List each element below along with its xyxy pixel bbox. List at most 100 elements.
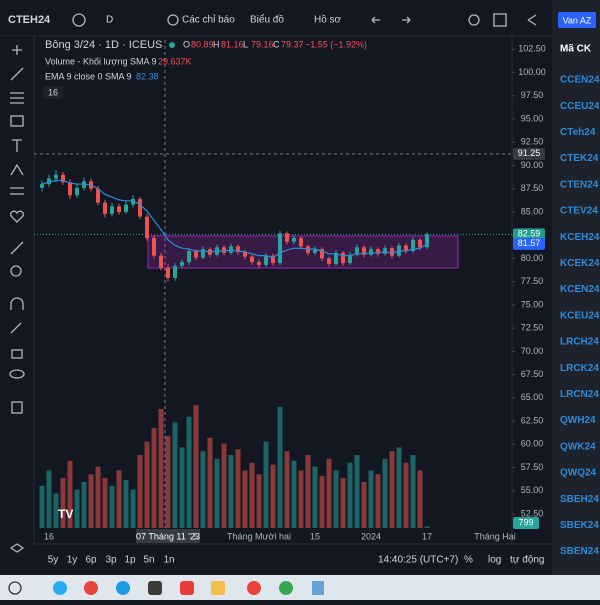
magnet[interactable] xyxy=(10,297,24,310)
volume-bar xyxy=(340,478,346,528)
watchlist-item[interactable]: QWQ24 xyxy=(560,468,597,479)
range-button[interactable]: 1n xyxy=(163,555,174,566)
watchlist-item[interactable]: CTEV24 xyxy=(560,206,598,217)
y-tick-label: 70.00 xyxy=(521,346,544,356)
text-tool[interactable] xyxy=(12,139,22,152)
edge[interactable] xyxy=(116,581,130,595)
watchlist-item[interactable]: CTEN24 xyxy=(560,179,599,190)
app[interactable] xyxy=(180,581,194,595)
redo[interactable] xyxy=(402,16,411,24)
watchlist-item[interactable]: LRCN24 xyxy=(560,389,599,400)
ohlc-value: 80.89 xyxy=(191,39,214,49)
sort-button[interactable] xyxy=(558,12,596,28)
watchlist-item[interactable]: LRCK24 xyxy=(560,363,599,374)
price-label-bg xyxy=(513,228,545,241)
watchlist-item[interactable]: QWK24 xyxy=(560,441,596,452)
zoom[interactable] xyxy=(10,265,22,277)
candle-body xyxy=(124,204,128,212)
candle-body xyxy=(180,262,184,266)
pattern-tool[interactable] xyxy=(10,163,24,176)
range-button[interactable]: 3p xyxy=(105,555,117,566)
symbol[interactable]: CTEH24 xyxy=(8,14,51,26)
search-icon[interactable] xyxy=(8,581,22,595)
candle-body xyxy=(348,254,352,264)
volume-bar xyxy=(424,526,430,528)
watchlist-item[interactable]: CTEK24 xyxy=(560,153,599,164)
range-button[interactable]: 1p xyxy=(124,555,136,566)
fib-tool[interactable] xyxy=(10,92,24,104)
chrome[interactable] xyxy=(247,581,261,595)
ohlc-key: O xyxy=(183,39,190,49)
auto-toggle[interactable]: tự động xyxy=(510,555,545,566)
sort-label[interactable]: Van AZ xyxy=(563,15,592,25)
volume-bar xyxy=(193,405,199,528)
range-button[interactable]: 5y xyxy=(48,555,59,566)
ema-line xyxy=(41,179,428,259)
volume-bar xyxy=(151,428,157,528)
watchlist-item[interactable]: CCEU24 xyxy=(560,101,600,112)
volume-bar xyxy=(319,476,325,528)
watchlist-item[interactable]: KCEU24 xyxy=(560,310,600,321)
chrome[interactable] xyxy=(279,581,293,595)
watchlist-item[interactable]: LRCH24 xyxy=(560,337,599,348)
layout[interactable]: Biểu đồ xyxy=(250,14,284,26)
profile[interactable]: Hồ sơ xyxy=(314,14,342,26)
share[interactable] xyxy=(527,14,537,26)
x-tick-label: 16 xyxy=(44,531,54,541)
hide[interactable] xyxy=(9,369,25,379)
watchlist-item[interactable]: KCEN24 xyxy=(560,284,600,295)
stay-drawing[interactable] xyxy=(10,322,22,334)
ruler[interactable] xyxy=(10,241,24,255)
crosshair-tool[interactable] xyxy=(12,45,22,55)
settings[interactable] xyxy=(468,14,480,26)
app[interactable] xyxy=(312,581,324,595)
undo[interactable] xyxy=(371,16,380,24)
delete[interactable] xyxy=(11,401,23,414)
lock[interactable] xyxy=(11,349,23,359)
log-toggle[interactable]: log xyxy=(488,555,501,566)
candle-body xyxy=(425,234,429,248)
object-tree[interactable] xyxy=(9,543,25,553)
watchlist-item[interactable]: KCEH24 xyxy=(560,232,600,243)
range-button[interactable]: 5n xyxy=(143,555,154,566)
y-tick-label: 72.50 xyxy=(521,323,544,333)
interval[interactable]: D xyxy=(106,15,113,26)
watchlist-item[interactable]: SBEK24 xyxy=(560,520,599,531)
range-button[interactable]: 1y xyxy=(67,555,78,566)
add-symbol[interactable] xyxy=(72,13,86,27)
app[interactable] xyxy=(148,581,162,595)
explorer[interactable] xyxy=(211,581,225,595)
watchlist-item[interactable]: CCEN24 xyxy=(560,75,600,86)
fullscreen[interactable] xyxy=(493,13,507,27)
telegram[interactable] xyxy=(53,581,67,595)
watchlist-item[interactable]: KCEK24 xyxy=(560,258,600,269)
candle-body xyxy=(334,252,338,265)
price-label: 91.25 xyxy=(518,148,541,158)
clock: 14:40:25 (UTC+7) xyxy=(378,555,458,566)
volume-bar xyxy=(39,485,45,528)
prediction-tool[interactable] xyxy=(10,187,24,195)
indicators[interactable]: Các chỉ báo xyxy=(182,14,235,26)
volume-bar xyxy=(396,447,402,528)
watchlist-item[interactable]: CTeh24 xyxy=(560,127,596,138)
percent-toggle[interactable]: % xyxy=(464,555,473,566)
plot xyxy=(34,48,515,528)
badge[interactable]: 16 xyxy=(48,87,58,97)
volume-bar xyxy=(235,449,241,528)
chrome[interactable] xyxy=(84,581,98,595)
candle-body xyxy=(117,206,121,212)
legend-title: Bông 3/24 · 1D · ICEUS xyxy=(45,39,162,51)
shape-tool[interactable] xyxy=(10,115,24,127)
watchlist-item[interactable]: SBEH24 xyxy=(560,494,599,505)
watchlist-item[interactable]: QWH24 xyxy=(560,415,596,426)
line-tool[interactable] xyxy=(10,67,24,81)
range-button[interactable]: 6p xyxy=(85,555,97,566)
y-tick-label: 97.50 xyxy=(521,90,544,100)
ohlc-key: C xyxy=(273,39,280,49)
volume-bar xyxy=(165,435,171,528)
favorites[interactable] xyxy=(10,210,24,223)
candle-body xyxy=(201,249,205,258)
watchlist-item[interactable]: SBEN24 xyxy=(560,546,599,557)
volume-bar xyxy=(333,470,339,528)
